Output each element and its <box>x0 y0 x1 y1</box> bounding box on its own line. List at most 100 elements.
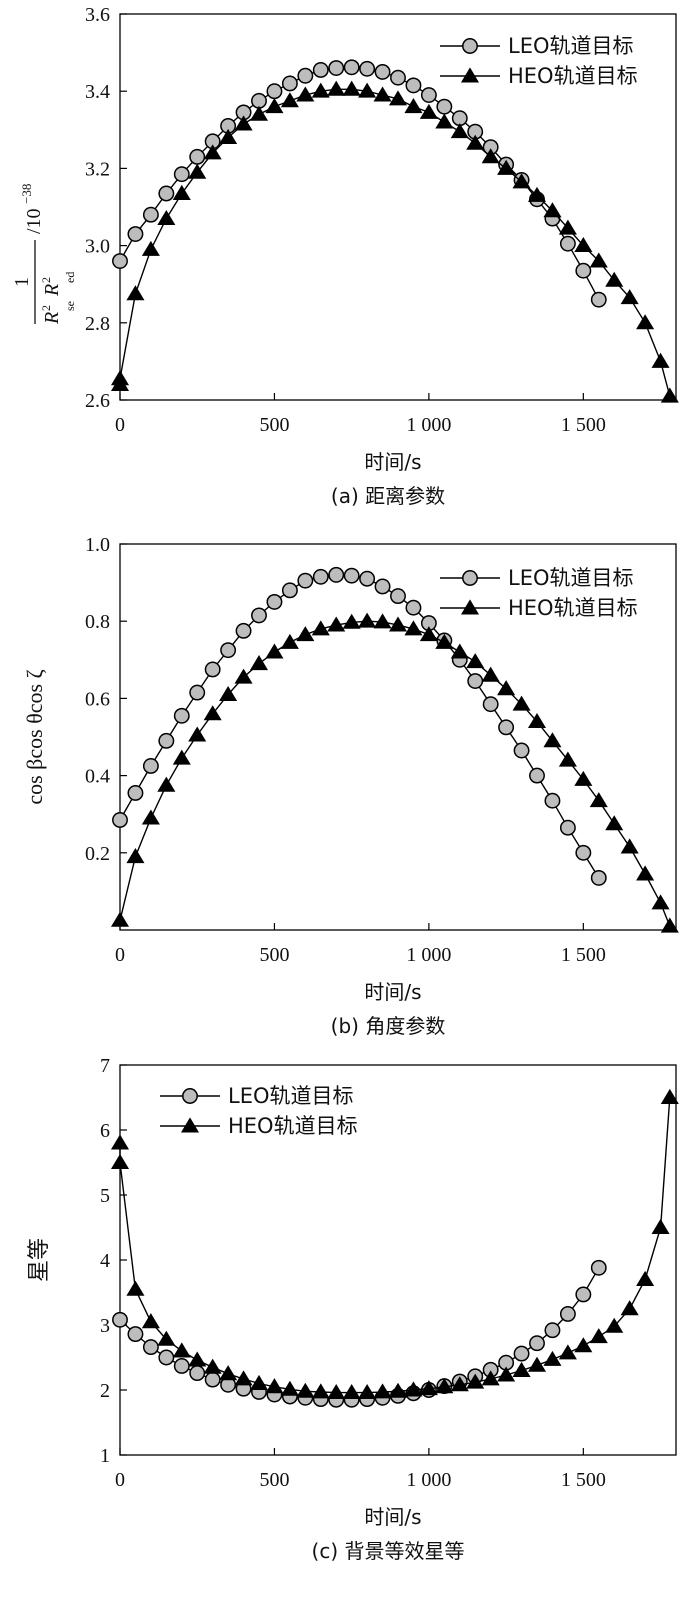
y-tick-label: 3.2 <box>85 158 110 180</box>
data-point <box>527 712 547 729</box>
data-point <box>544 792 561 809</box>
panel-caption: (a) 距离参数 <box>331 484 445 508</box>
data-point <box>126 848 145 864</box>
x-tick-label: 500 <box>259 944 289 966</box>
data-point <box>527 186 547 202</box>
data-point <box>219 1365 238 1381</box>
legend-marker-circle <box>462 570 478 586</box>
data-point <box>390 588 406 605</box>
data-point <box>342 613 361 629</box>
data-point <box>498 719 515 736</box>
data-point <box>110 911 130 927</box>
data-point <box>281 75 298 92</box>
data-point <box>404 620 423 636</box>
chart-panel-3: 0 500 1 000 1 500 1 2 3 4 5 6 7 时间/s (c) 背景等效星等 星等 LEO… <box>26 1055 679 1563</box>
data-point <box>435 113 454 129</box>
data-point <box>589 1328 608 1344</box>
data-point <box>466 134 485 150</box>
data-point <box>388 90 408 106</box>
y-tick-label: 3.4 <box>85 81 110 103</box>
data-point <box>188 1351 207 1367</box>
data-point <box>358 82 377 98</box>
y-tick-label: 5 <box>100 1185 110 1207</box>
x-tick-label: 0 <box>115 1469 125 1491</box>
plot-frame <box>119 13 677 401</box>
data-point <box>141 809 160 825</box>
data-point <box>266 83 283 100</box>
data-point <box>142 758 159 774</box>
legend-label: LEO轨道目标 <box>508 34 634 58</box>
data-point <box>342 80 361 96</box>
x-tick-label: 1 000 <box>406 414 451 436</box>
data-point <box>220 642 237 659</box>
y-label-denominator: R2 seR2 ed <box>39 272 77 325</box>
y-tick-label: 0.6 <box>85 688 110 710</box>
data-point <box>404 1381 423 1397</box>
data-point <box>527 1356 547 1372</box>
data-point <box>280 92 299 108</box>
data-point <box>281 582 298 599</box>
data-point <box>189 1365 206 1382</box>
data-point <box>110 1153 130 1169</box>
data-point <box>512 173 531 189</box>
data-point <box>513 1345 530 1362</box>
data-point <box>158 732 175 749</box>
data-point <box>173 166 190 183</box>
data-point <box>204 661 221 678</box>
data-point <box>265 98 284 114</box>
data-point <box>311 1383 330 1399</box>
data-point <box>172 749 191 765</box>
x-tick-label: 1 500 <box>561 1469 606 1491</box>
data-point <box>481 148 500 164</box>
data-point <box>388 1382 408 1398</box>
data-point <box>358 1384 377 1400</box>
data-point <box>234 115 253 131</box>
data-point <box>651 894 670 910</box>
data-point <box>173 1358 190 1374</box>
x-tick-label: 1 000 <box>406 1469 451 1491</box>
legend: LEO轨道目标 HEO轨道目标 <box>160 1084 358 1138</box>
data-point <box>343 567 360 584</box>
data-point <box>359 570 376 587</box>
data-point <box>405 599 422 616</box>
data-point <box>297 572 314 589</box>
y-tick-label: 6 <box>100 1120 110 1142</box>
data-point <box>529 1335 545 1352</box>
data-point <box>558 751 577 767</box>
data-point <box>219 685 238 701</box>
data-point <box>142 206 159 223</box>
data-point <box>359 60 376 77</box>
data-point <box>126 1280 145 1296</box>
y-tick-label: 2 <box>100 1380 110 1402</box>
data-point <box>388 616 408 632</box>
data-point <box>343 59 360 76</box>
data-point <box>127 226 144 242</box>
data-point <box>543 202 562 218</box>
data-point <box>373 613 392 629</box>
data-point <box>660 1088 679 1104</box>
data-point <box>450 1376 469 1392</box>
x-tick-label: 500 <box>259 1469 289 1491</box>
data-point <box>312 568 329 585</box>
data-point <box>127 1326 144 1343</box>
data-point <box>543 732 562 748</box>
series-heo <box>110 80 679 403</box>
y-tick-label: 3.0 <box>85 236 110 258</box>
series-line <box>119 88 671 397</box>
y-tick-label: 1 <box>100 1445 110 1467</box>
x-tick-label: 1 500 <box>561 414 606 436</box>
data-point <box>265 643 284 659</box>
data-point <box>660 387 679 403</box>
series-line <box>119 574 600 879</box>
data-point <box>589 252 608 268</box>
y-axis-label: 1 R2 seR2 ed/10 −38 <box>11 184 77 325</box>
data-point <box>558 219 577 235</box>
x-axis-label: 时间/s <box>364 1505 421 1529</box>
data-point <box>605 271 624 287</box>
data-point <box>620 289 639 305</box>
data-point <box>559 1306 576 1322</box>
data-point <box>203 144 222 160</box>
data-point <box>280 633 299 649</box>
data-point <box>358 612 377 628</box>
y-tick-label: 1.0 <box>85 534 110 556</box>
